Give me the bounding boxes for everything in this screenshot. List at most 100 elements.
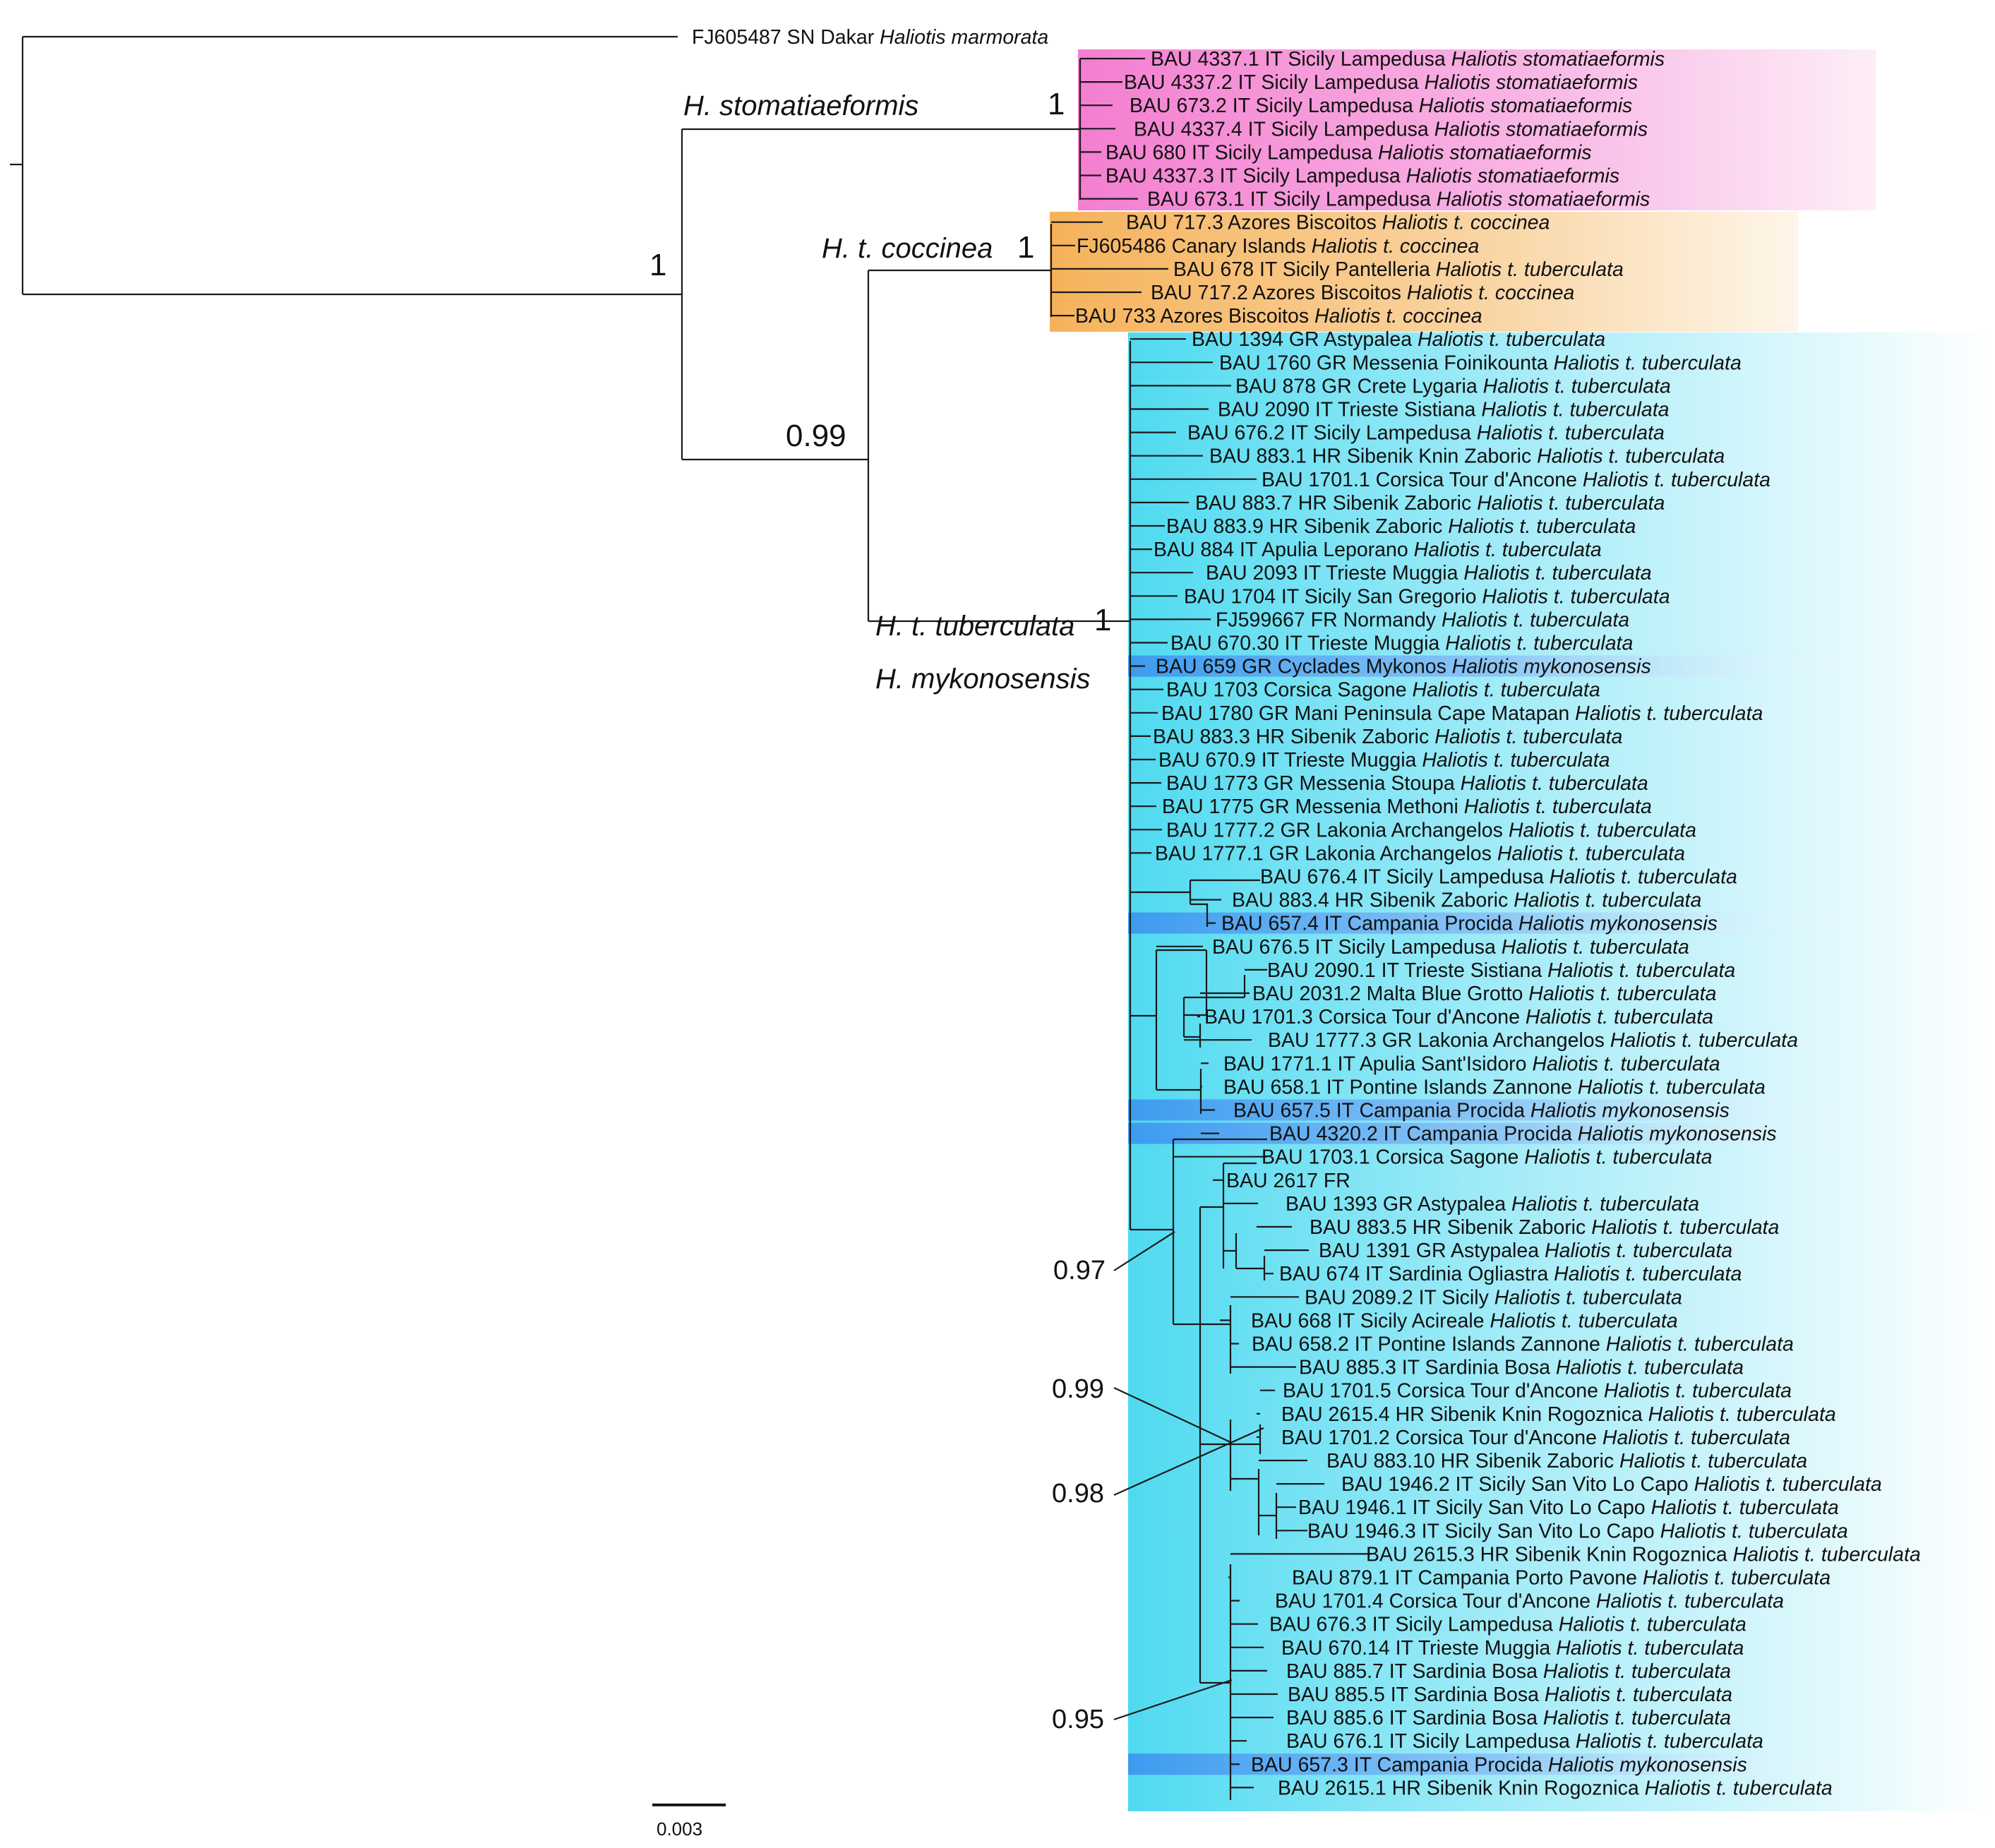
tip-label-species: Haliotis mykonosensis — [1578, 1123, 1777, 1146]
tip-label: BAU 657.4 IT Campania Procida Haliotis m… — [1221, 913, 1718, 935]
tip-label-species: Haliotis t. tuberculata — [1645, 1777, 1833, 1799]
tip-label-species: Haliotis t. tuberculata — [1526, 1006, 1713, 1028]
tip-label: BAU 4337.2 IT Sicily Lampedusa Haliotis … — [1124, 71, 1638, 94]
outgroup-label: FJ605487 SN Dakar Haliotis marmorata — [692, 26, 1048, 49]
tip-label: BAU 885.3 IT Sardinia Bosa Haliotis t. t… — [1299, 1357, 1744, 1379]
tip-label: BAU 673.1 IT Sicily Lampedusa Haliotis s… — [1147, 188, 1650, 211]
tip-label-species: Haliotis t. tuberculata — [1733, 1543, 1921, 1566]
tip-label-id: BAU 676.5 IT Sicily Lampedusa — [1212, 936, 1502, 959]
tip-label: BAU 885.6 IT Sardinia Bosa Haliotis t. t… — [1286, 1707, 1731, 1729]
tip-label: BAU 676.2 IT Sicily Lampedusa Haliotis t… — [1187, 422, 1665, 445]
tip-label: BAU 674 IT Sardinia Ogliastra Haliotis t… — [1279, 1263, 1742, 1285]
tip-label-id: BAU 2615.4 HR Sibenik Knin Rogoznica — [1281, 1403, 1648, 1426]
tip-label-species: Haliotis t. tuberculata — [1502, 936, 1689, 959]
tip-label: BAU 1701.1 Corsica Tour d'Ancone Halioti… — [1262, 469, 1771, 491]
tip-label: BAU 2615.1 HR Sibenik Knin Rogoznica Hal… — [1278, 1777, 1833, 1799]
tip-label: BAU 883.10 HR Sibenik Zaboric Haliotis t… — [1326, 1450, 1807, 1472]
leader-095 — [1113, 1679, 1233, 1721]
tip-label-species: Haliotis t. tuberculata — [1591, 1216, 1779, 1239]
tip-label: BAU 657.5 IT Campania Procida Haliotis m… — [1233, 1100, 1730, 1122]
tip-label-species: Haliotis t. tuberculata — [1543, 1660, 1731, 1683]
tip-label-species: Haliotis t. tuberculata — [1509, 819, 1696, 841]
tip-label-id: FJ605486 Canary Islands — [1077, 235, 1312, 258]
tip-label-species: Haliotis t. tuberculata — [1497, 842, 1685, 865]
tip-label-species: Haliotis t. tuberculata — [1694, 1473, 1882, 1496]
tip-label-species: Haliotis t. tuberculata — [1464, 796, 1652, 818]
clade-band-stomatiaeformis — [1078, 49, 1876, 210]
tip-label-species: Haliotis t. tuberculata — [1596, 1590, 1784, 1613]
tip-label-species: Haliotis t. tuberculata — [1604, 1380, 1792, 1403]
tip-label-species: Haliotis t. tuberculata — [1511, 1193, 1699, 1216]
tip-label-species: Haliotis mykonosensis — [1548, 1753, 1747, 1776]
tip-label-id: BAU 2089.2 IT Sicily — [1305, 1286, 1494, 1309]
tip-label-species: Haliotis t. tuberculata — [1463, 562, 1651, 584]
tip-label-species: Haliotis t. tuberculata — [1537, 445, 1725, 468]
tip-label: BAU 658.2 IT Pontine Islands Zannone Hal… — [1252, 1333, 1794, 1356]
tip-label: BAU 2090 IT Trieste Sistiana Haliotis t.… — [1218, 399, 1669, 421]
tip-label-species: Haliotis t. tuberculata — [1545, 1684, 1732, 1706]
tip-label: BAU 4337.3 IT Sicily Lampedusa Haliotis … — [1106, 165, 1619, 188]
tip-label: BAU 885.5 IT Sardinia Bosa Haliotis t. t… — [1288, 1684, 1732, 1706]
tip-label-id: BAU 657.5 IT Campania Procida — [1233, 1100, 1530, 1122]
tip-label-species: Haliotis t. coccinea — [1407, 282, 1575, 304]
tip-label-id: BAU 1777.2 GR Lakonia Archangelos — [1166, 819, 1509, 841]
tip-label-species: Haliotis mykonosensis — [1518, 913, 1718, 935]
tip-label: BAU 676.5 IT Sicily Lampedusa Haliotis t… — [1212, 936, 1689, 959]
tip-label-species: Haliotis t. tuberculata — [1545, 1240, 1732, 1262]
clade-band-tuberculata — [1128, 332, 1995, 1811]
tip-label: BAU 676.4 IT Sicily Lampedusa Haliotis t… — [1260, 866, 1737, 889]
tip-label: BAU 1780 GR Mani Peninsula Cape Matapan … — [1161, 702, 1763, 725]
tip-label-species: Haliotis t. tuberculata — [1543, 1707, 1731, 1729]
tip-label-id: BAU 676.1 IT Sicily Lampedusa — [1286, 1730, 1576, 1753]
highlight-band-mykonosensis — [1128, 912, 1869, 934]
support-stomatiaeformis: 1 — [1048, 87, 1065, 121]
tip-label-species: Haliotis t. tuberculata — [1532, 1052, 1720, 1075]
tip-label-species: Haliotis t. tuberculata — [1514, 889, 1701, 912]
tip-label: BAU 883.9 HR Sibenik Zaboric Haliotis t.… — [1166, 515, 1636, 538]
tip-label: BAU 2615.3 HR Sibenik Knin Rogoznica Hal… — [1366, 1543, 1921, 1566]
tip-label-id: BAU 676.3 IT Sicily Lampedusa — [1269, 1614, 1559, 1636]
tip-label-id: BAU 676.2 IT Sicily Lampedusa — [1187, 422, 1477, 445]
tip-label-species: Haliotis t. tuberculata — [1477, 492, 1665, 515]
tip-label: BAU 883.7 HR Sibenik Zaboric Haliotis t.… — [1195, 492, 1665, 515]
tip-label: BAU 1701.5 Corsica Tour d'Ancone Halioti… — [1283, 1380, 1792, 1403]
tip-label: BAU 1773 GR Messenia Stoupa Haliotis t. … — [1166, 772, 1648, 795]
tip-label: BAU 1946.2 IT Sicily San Vito Lo Capo Ha… — [1341, 1473, 1882, 1496]
tip-label-id: BAU 883.5 HR Sibenik Zaboric — [1310, 1216, 1591, 1239]
support-098: 0.98 — [1052, 1479, 1104, 1508]
tip-label-id: BAU 674 IT Sardinia Ogliastra — [1279, 1263, 1554, 1285]
leader-099 — [1113, 1387, 1233, 1444]
tip-label-id: BAU 2090 IT Trieste Sistiana — [1218, 399, 1481, 421]
tip-label-id: BAU 2615.1 HR Sibenik Knin Rogoznica — [1278, 1777, 1645, 1799]
tip-label: BAU 2031.2 Malta Blue Grotto Haliotis t.… — [1252, 983, 1716, 1005]
tip-label-species: Haliotis t. tuberculata — [1575, 702, 1763, 725]
tip-label-species: Haliotis t. tuberculata — [1602, 1427, 1790, 1449]
tip-label: BAU 2615.4 HR Sibenik Knin Rogoznica Hal… — [1281, 1403, 1836, 1426]
tip-label: BAU 4337.4 IT Sicily Lampedusa Haliotis … — [1134, 118, 1648, 140]
tip-label-id: BAU 1780 GR Mani Peninsula Cape Matapan — [1161, 702, 1575, 725]
tip-label: BAU 1701.3 Corsica Tour d'Ancone Halioti… — [1204, 1006, 1713, 1028]
support-095: 0.95 — [1052, 1705, 1104, 1734]
clade-band-coccinea — [1050, 212, 1798, 332]
tip-label-id: BAU 1391 GR Astypalea — [1319, 1240, 1545, 1262]
tip-label: BAU 883.1 HR Sibenik Knin Zaboric Haliot… — [1209, 445, 1725, 468]
tip-label-id: BAU 1771.1 IT Apulia Sant'Isidoro — [1223, 1052, 1532, 1075]
tip-label: BAU 878 GR Crete Lygaria Haliotis t. tub… — [1235, 375, 1671, 397]
clade-label-tuberculata: H. t. tuberculata — [875, 611, 1074, 642]
tip-label: BAU 1701.4 Corsica Tour d'Ancone Halioti… — [1275, 1590, 1784, 1613]
tip-label: BAU 733 Azores Biscoitos Haliotis t. coc… — [1075, 305, 1482, 328]
tip-label-species: Haliotis t. tuberculata — [1436, 258, 1624, 281]
tip-label-species: Haliotis t. tuberculata — [1556, 1637, 1744, 1660]
tip-label-species: Haliotis t. coccinea — [1382, 212, 1550, 234]
highlight-band-mykonosensis — [1128, 1753, 1869, 1775]
tip-label-id: BAU 4337.4 IT Sicily Lampedusa — [1134, 118, 1434, 140]
tip-label-id: BAU 883.3 HR Sibenik Zaboric — [1153, 726, 1434, 748]
tip-label-species: Haliotis mykonosensis — [1452, 656, 1651, 678]
tip-label-id: BAU 2090.1 IT Trieste Sistiana — [1267, 959, 1547, 982]
tip-label: BAU 2089.2 IT Sicily Haliotis t. tubercu… — [1305, 1286, 1682, 1309]
tip-label-id: BAU 4337.3 IT Sicily Lampedusa — [1106, 165, 1406, 188]
tip-label-id: BAU 1393 GR Astypalea — [1286, 1193, 1511, 1216]
tip-label-id: BAU 658.2 IT Pontine Islands Zannone — [1252, 1333, 1606, 1356]
tip-label-id: BAU 680 IT Sicily Lampedusa — [1106, 141, 1378, 164]
